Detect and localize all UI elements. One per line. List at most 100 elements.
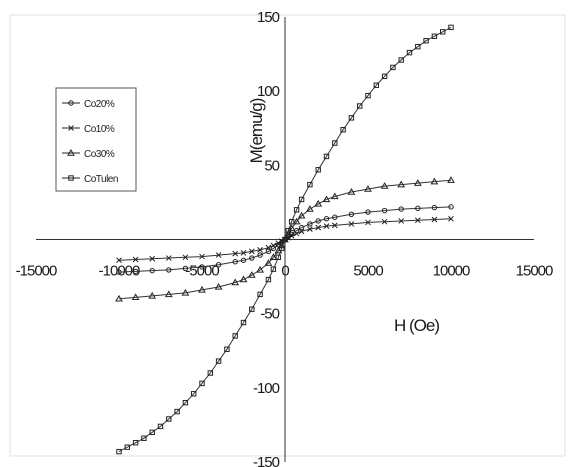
x-axis-label: H (Oe) — [394, 316, 439, 335]
data-point — [323, 216, 330, 222]
data-point — [132, 256, 139, 263]
data-point — [166, 416, 172, 422]
legend-entry: Co30% — [84, 149, 115, 160]
data-point — [322, 195, 331, 203]
data-point — [256, 265, 264, 273]
y-tick-label: -50 — [260, 306, 279, 323]
data-point — [249, 255, 255, 261]
data-point — [182, 399, 189, 406]
data-point — [430, 177, 439, 185]
data-point — [307, 181, 313, 188]
data-point — [298, 224, 305, 231]
data-point — [315, 224, 322, 231]
data-point — [315, 218, 321, 224]
legend-marker — [68, 175, 74, 181]
data-point — [365, 209, 371, 215]
data-point — [166, 267, 172, 273]
data-point — [257, 252, 263, 258]
data-point — [249, 306, 255, 312]
data-point — [365, 92, 371, 99]
data-point — [278, 245, 285, 252]
data-point — [116, 269, 122, 275]
data-point — [257, 247, 263, 253]
data-point — [331, 222, 338, 229]
data-point — [293, 207, 300, 213]
data-point — [415, 205, 421, 212]
data-point — [431, 33, 438, 39]
data-point — [365, 219, 371, 226]
data-point — [348, 211, 355, 217]
data-point — [270, 245, 277, 252]
data-point — [199, 264, 205, 270]
data-point — [285, 227, 292, 234]
y-tick-label: 50 — [264, 157, 279, 174]
data-point — [373, 82, 380, 88]
data-point — [232, 250, 239, 257]
data-point — [347, 188, 356, 195]
data-point — [141, 435, 147, 441]
data-point — [440, 29, 446, 35]
data-point — [381, 73, 388, 80]
x-tick-label: 15000 — [516, 263, 553, 280]
data-point — [298, 228, 305, 235]
data-point — [364, 185, 372, 192]
data-point — [149, 255, 156, 262]
legend-marker — [67, 148, 75, 156]
data-point — [157, 423, 164, 430]
legend-entry: Co10% — [84, 124, 115, 135]
data-point — [270, 242, 277, 249]
y-axis-label: M(emu/g) — [247, 98, 266, 163]
series-line — [118, 26, 452, 453]
data-point — [264, 259, 273, 266]
data-point — [116, 257, 122, 264]
data-point — [214, 282, 223, 290]
data-point — [174, 408, 180, 415]
data-point — [314, 199, 323, 207]
y-tick-label: 150 — [257, 9, 280, 26]
data-point — [306, 205, 314, 212]
data-point — [332, 140, 338, 146]
data-point — [357, 103, 363, 109]
data-point — [332, 214, 338, 220]
data-series — [115, 24, 455, 455]
data-point — [307, 221, 313, 227]
series-cotulen — [116, 24, 454, 455]
data-point — [248, 248, 255, 255]
data-point — [215, 262, 222, 268]
data-point — [116, 448, 122, 455]
data-point — [240, 257, 247, 263]
data-point — [348, 221, 355, 227]
legend-marker — [68, 100, 74, 106]
data-point — [288, 219, 295, 225]
data-point — [381, 218, 388, 225]
x-tick-label: -15000 — [16, 263, 57, 280]
legend-entry: Co20% — [84, 99, 115, 110]
data-point — [398, 218, 405, 224]
data-point — [207, 370, 214, 376]
x-tick-label: 5000 — [353, 263, 383, 280]
data-point — [406, 49, 413, 56]
y-tick-label: -150 — [253, 454, 280, 467]
data-point — [292, 217, 301, 225]
legend: Co20% Co10% Co30% CoTulen — [55, 87, 137, 192]
data-point — [380, 182, 389, 189]
data-point — [307, 226, 313, 232]
data-point — [293, 230, 300, 237]
data-point — [231, 278, 240, 286]
data-point — [414, 217, 421, 224]
data-point — [165, 255, 172, 261]
x-tick-label: 0 — [281, 263, 289, 280]
data-point — [330, 192, 339, 200]
data-point — [240, 319, 247, 326]
data-point — [448, 215, 454, 222]
data-point — [413, 179, 422, 186]
data-point — [149, 267, 155, 274]
data-point — [131, 293, 140, 301]
x-tick-label: -5000 — [185, 263, 219, 280]
data-point — [239, 275, 248, 283]
data-point — [381, 207, 388, 214]
data-point — [265, 244, 272, 251]
data-point — [191, 391, 197, 397]
data-point — [149, 429, 155, 436]
data-point — [298, 196, 305, 203]
